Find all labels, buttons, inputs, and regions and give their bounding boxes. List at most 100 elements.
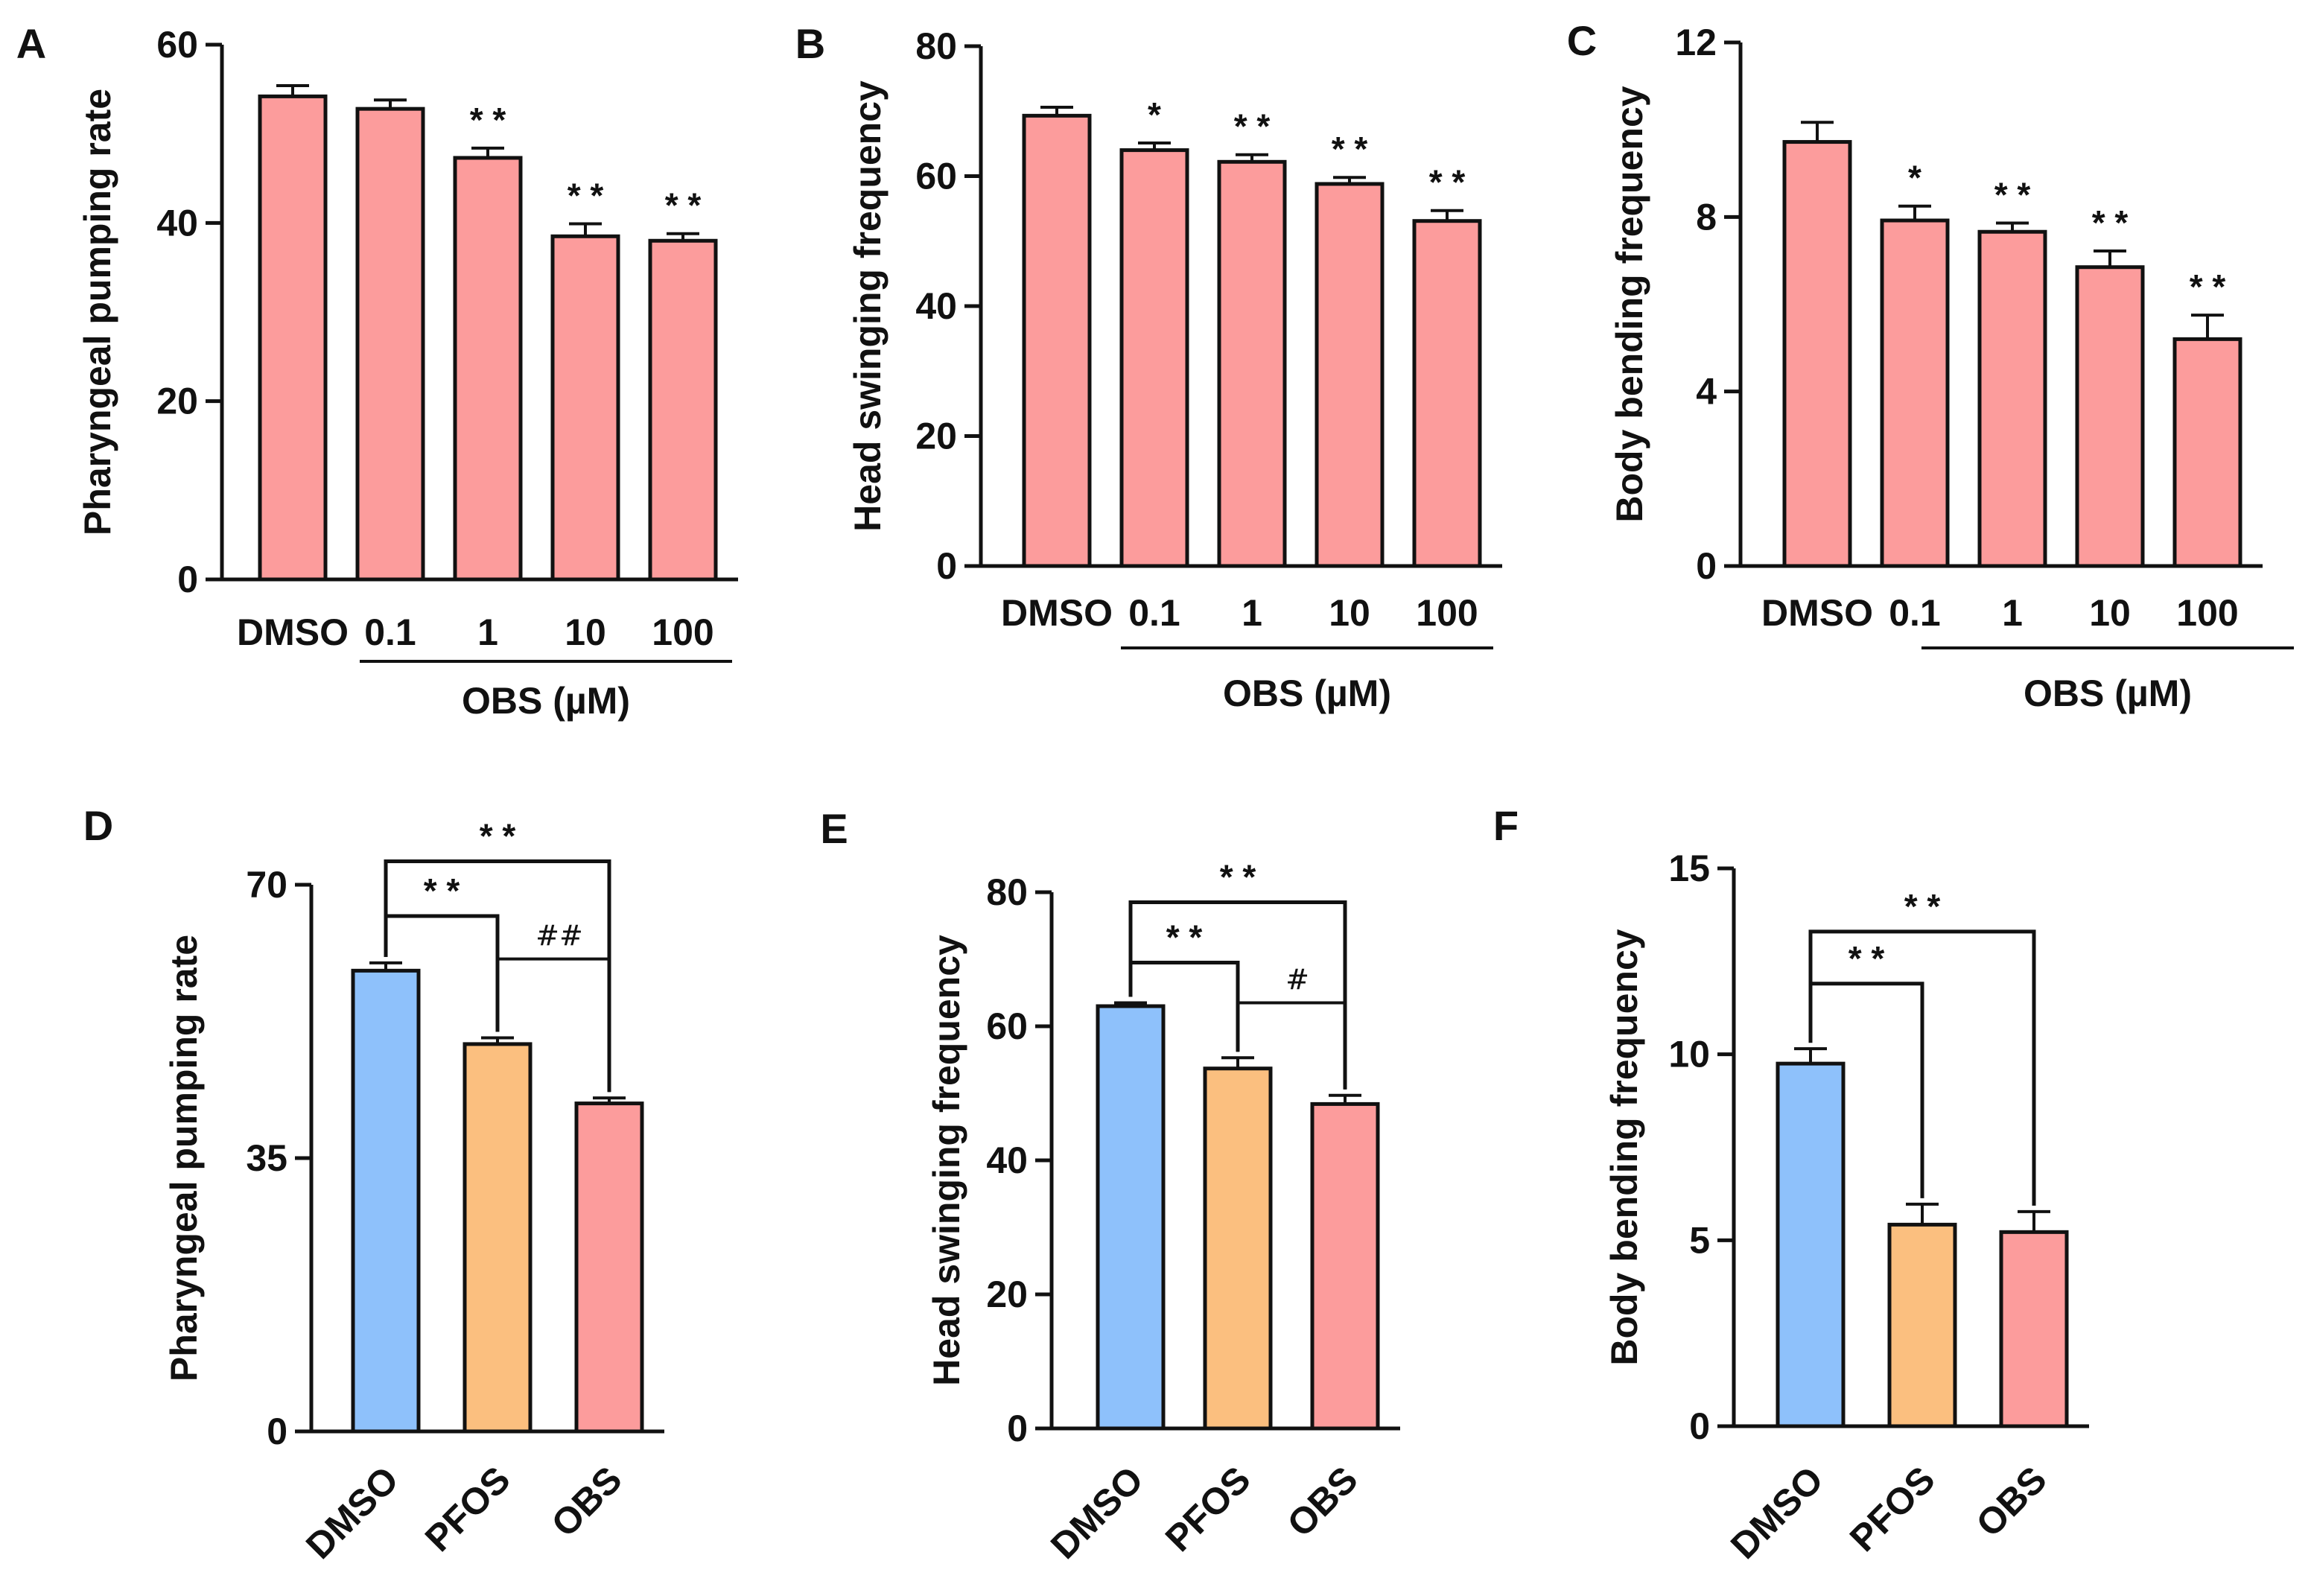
y-axis-label: Body bending frequency xyxy=(1603,929,1645,1365)
x-tick-label: 100 xyxy=(1416,592,1478,634)
comparison-label: * * xyxy=(1904,887,1941,926)
significance-label: * * xyxy=(665,186,702,225)
y-tick-label: 4 xyxy=(1696,371,1717,413)
bar xyxy=(1412,219,1482,568)
significance-label: * * xyxy=(1332,130,1368,168)
y-tick-label: 60 xyxy=(156,24,198,66)
bar xyxy=(453,156,523,582)
panel-letter: B xyxy=(795,20,825,67)
x-tick-label: DMSO xyxy=(298,1458,407,1567)
bar xyxy=(574,1101,644,1434)
y-tick-label: 5 xyxy=(1689,1219,1710,1261)
x-tick-label: 0.1 xyxy=(364,611,416,653)
y-axis-label: Pharyngeal pumping rate xyxy=(163,935,205,1382)
y-tick-label: 0 xyxy=(1689,1405,1710,1447)
group-label: OBS (µM) xyxy=(1223,673,1391,714)
x-tick-label: DMSO xyxy=(1723,1458,1831,1567)
comparison-label: * * xyxy=(1220,858,1256,897)
y-tick-label: 8 xyxy=(1696,196,1717,238)
y-tick-label: 60 xyxy=(915,156,957,197)
bar xyxy=(2172,337,2242,568)
significance-label: * * xyxy=(2190,267,2226,306)
y-tick-label: 0 xyxy=(267,1411,287,1452)
bar xyxy=(1022,113,1092,568)
bar xyxy=(1203,1066,1273,1431)
y-tick-label: 80 xyxy=(915,25,957,67)
bar xyxy=(1310,1101,1380,1431)
significance-label: * * xyxy=(1234,107,1271,146)
y-tick-label: 0 xyxy=(936,545,957,587)
comparison-label: ## xyxy=(535,920,583,953)
bar xyxy=(1217,159,1287,568)
bar xyxy=(550,234,620,582)
bar xyxy=(462,1042,533,1434)
bar xyxy=(258,94,328,582)
comparison-label: # xyxy=(1285,964,1309,996)
bar xyxy=(1999,1230,2069,1428)
x-tick-label: 100 xyxy=(652,611,713,653)
bar xyxy=(1880,218,1950,568)
y-tick-label: 10 xyxy=(1668,1034,1710,1075)
x-tick-label: OBS xyxy=(1280,1458,1366,1545)
x-tick-label: PFOS xyxy=(1842,1458,1943,1560)
x-tick-label: 1 xyxy=(477,611,498,653)
bar xyxy=(1887,1222,1957,1428)
x-tick-label: 10 xyxy=(2089,592,2131,634)
comparison-label: * * xyxy=(1166,918,1203,957)
significance-label: * * xyxy=(2092,203,2129,242)
comparison-bracket xyxy=(496,957,611,1093)
bar xyxy=(1782,140,1852,568)
panel-letter: C xyxy=(1567,17,1597,64)
x-tick-label: PFOS xyxy=(417,1458,518,1560)
panel-C: C 0 4 8 12 Body bending frequency DMSO 0.1 * 1 * *… xyxy=(1567,17,2294,714)
bar xyxy=(355,106,425,582)
bar xyxy=(1119,148,1189,568)
significance-label: * * xyxy=(568,177,604,215)
x-tick-label: 1 xyxy=(1242,592,1262,634)
y-tick-label: 40 xyxy=(915,285,957,327)
panel-B: B 0 20 40 60 80 Head swinging frequency DMSO 0.1… xyxy=(795,20,1502,714)
panel-letter: D xyxy=(83,802,113,849)
comparison-bracket xyxy=(1236,1001,1347,1090)
significance-label: * * xyxy=(470,101,506,139)
y-tick-label: 60 xyxy=(986,1005,1028,1047)
y-tick-label: 20 xyxy=(986,1274,1028,1315)
comparison-label: * * xyxy=(480,817,516,856)
panel-E: E 0 20 40 60 80 Head swinging frequency DMSO PFO… xyxy=(820,805,1400,1567)
significance-label: * * xyxy=(1429,163,1466,202)
bar xyxy=(351,968,421,1434)
bar xyxy=(1977,229,2047,568)
x-tick-label: OBS xyxy=(544,1458,630,1545)
x-tick-label: OBS xyxy=(1968,1458,2055,1545)
bar xyxy=(1776,1061,1846,1428)
y-tick-label: 20 xyxy=(156,381,198,422)
y-tick-label: 12 xyxy=(1675,22,1717,63)
x-tick-label: DMSO xyxy=(1043,1458,1151,1567)
y-tick-label: 0 xyxy=(1696,545,1717,587)
x-tick-label: 0.1 xyxy=(1128,592,1180,634)
x-tick-label: DMSO xyxy=(1761,592,1873,634)
panel-F: F 0 5 10 15 Body bending frequency DMSO PFOS OBS… xyxy=(1493,802,2089,1567)
y-tick-label: 0 xyxy=(1007,1408,1028,1449)
y-tick-label: 15 xyxy=(1668,848,1710,889)
comparison-label: * * xyxy=(424,871,460,910)
panel-letter: F xyxy=(1493,802,1519,849)
comparison-label: * * xyxy=(1849,939,1885,978)
y-tick-label: 70 xyxy=(246,864,287,906)
y-tick-label: 40 xyxy=(156,202,198,244)
significance-label: * xyxy=(1908,159,1921,197)
group-label: OBS (µM) xyxy=(462,680,630,722)
y-tick-label: 20 xyxy=(915,416,957,457)
y-tick-label: 80 xyxy=(986,871,1028,913)
panel-A: A 0 20 40 60 Pharyngeal pumping rate DMSO 0.1 1 *… xyxy=(16,20,738,722)
significance-label: * xyxy=(1148,95,1161,134)
y-axis-label: Head swinging frequency xyxy=(847,80,889,532)
x-tick-label: DMSO xyxy=(1001,592,1113,634)
x-tick-label: 0.1 xyxy=(1889,592,1941,634)
y-tick-label: 35 xyxy=(246,1137,287,1179)
x-tick-label: PFOS xyxy=(1157,1458,1259,1560)
x-tick-label: 1 xyxy=(2002,592,2023,634)
bar xyxy=(2075,265,2145,568)
y-tick-label: 40 xyxy=(986,1139,1028,1181)
